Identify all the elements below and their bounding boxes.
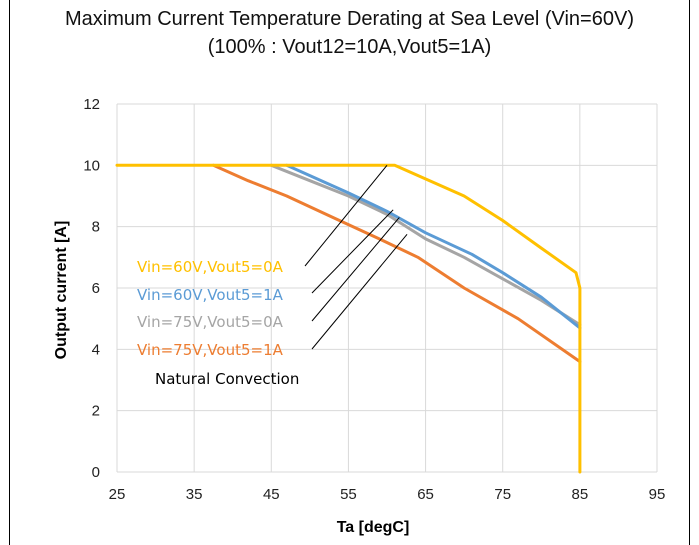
leader-line xyxy=(311,217,400,322)
legend-label: Vin=60V,Vout5=1A xyxy=(137,286,284,304)
y-tick-label: 10 xyxy=(83,157,100,174)
annotation-natural-convection: Natural Convection xyxy=(155,370,299,388)
leader-line xyxy=(304,165,388,267)
right-border-line xyxy=(689,0,690,545)
series-line-1 xyxy=(285,163,582,330)
series-line-0 xyxy=(115,163,582,474)
chart-subtitle: (100% : Vout12=10A,Vout5=1A) xyxy=(207,36,492,58)
leader-line xyxy=(311,209,394,294)
chart-title: Maximum Current Temperature Derating at … xyxy=(65,8,634,30)
x-tick-label: 85 xyxy=(572,486,589,503)
y-axis-title: Output current [A] xyxy=(53,221,70,360)
x-tick-label: 65 xyxy=(417,486,434,503)
legend-layer: Vin=60V,Vout5=0A Vin=60V,Vout5=1A Vin=75V,… xyxy=(137,258,299,388)
x-tick-label: 55 xyxy=(340,486,357,503)
leader-line xyxy=(311,234,408,350)
x-tick-label: 95 xyxy=(649,486,666,503)
x-tick-label: 75 xyxy=(494,486,511,503)
y-tick-label: 2 xyxy=(92,403,100,420)
y-tick-label: 8 xyxy=(92,219,100,236)
series-line-3 xyxy=(211,163,582,364)
y-tick-label: 4 xyxy=(92,341,100,358)
x-tick-label: 35 xyxy=(186,486,203,503)
legend-label: Vin=60V,Vout5=0A xyxy=(137,258,284,276)
x-axis-title: Ta [degC] xyxy=(337,519,410,536)
series-layer xyxy=(115,163,582,474)
legend-label: Vin=75V,Vout5=0A xyxy=(137,313,284,331)
y-tick-label: 6 xyxy=(92,280,100,297)
series-line-2 xyxy=(269,163,582,327)
leader-layer xyxy=(304,165,408,350)
x-tick-label: 25 xyxy=(109,486,126,503)
tick-layer: 0 2 4 6 8 10 12 25 35 45 55 65 75 85 95 xyxy=(83,96,665,503)
y-tick-label: 0 xyxy=(92,464,100,481)
y-tick-label: 12 xyxy=(83,96,100,113)
legend-label: Vin=75V,Vout5=1A xyxy=(137,341,284,359)
left-border-line xyxy=(9,0,10,545)
x-tick-label: 45 xyxy=(263,486,280,503)
